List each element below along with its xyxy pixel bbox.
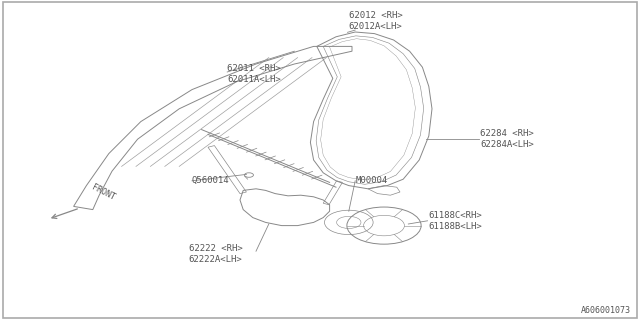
Text: 62222 <RH>
62222A<LH>: 62222 <RH> 62222A<LH>: [189, 244, 243, 264]
Text: A606001073: A606001073: [580, 306, 630, 315]
Text: FRONT: FRONT: [90, 183, 116, 202]
Text: Q560014: Q560014: [192, 176, 230, 185]
Text: 62284 <RH>
62284A<LH>: 62284 <RH> 62284A<LH>: [480, 129, 534, 149]
Text: 62011 <RH>
62011A<LH>: 62011 <RH> 62011A<LH>: [227, 64, 281, 84]
Text: 62012 <RH>
62012A<LH>: 62012 <RH> 62012A<LH>: [349, 11, 403, 31]
Text: M00004: M00004: [355, 176, 387, 185]
Text: 61188C<RH>
61188B<LH>: 61188C<RH> 61188B<LH>: [429, 211, 483, 231]
